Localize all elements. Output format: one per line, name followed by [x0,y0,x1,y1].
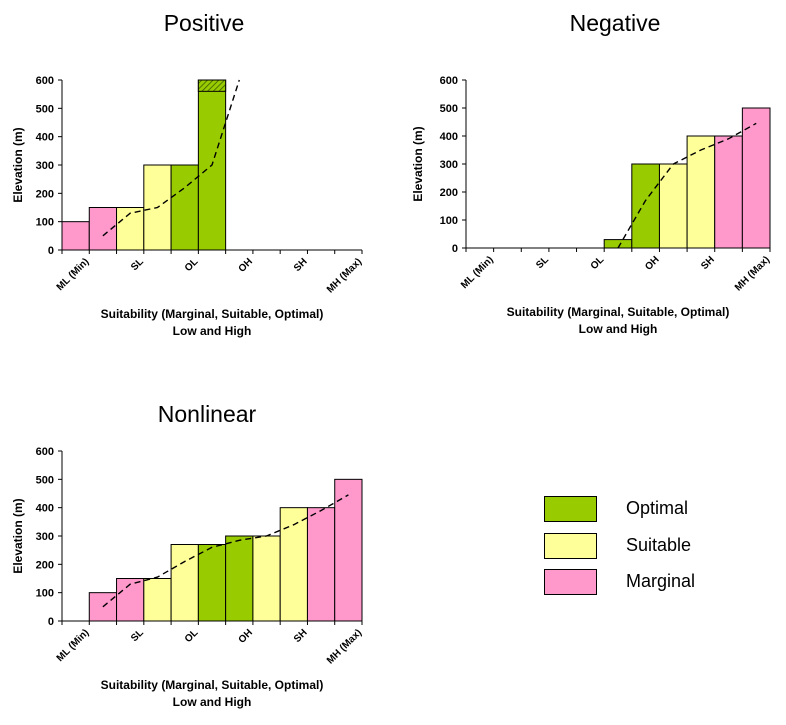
x-tick-label: MH (Max) [325,627,364,666]
y-axis-label: Elevation (m) [11,127,25,202]
y-tick-label: 600 [36,446,54,458]
bar-hatched-cap [197,79,227,92]
x-tick-label: MH (Max) [733,254,772,293]
x-axis-label-line2: Low and High [173,324,252,338]
trend-line [102,79,240,237]
x-tick-label: SL [534,254,551,271]
y-tick-label: 400 [36,503,54,515]
bar-marginal [334,478,363,622]
x-tick-label: OH [643,254,661,272]
y-tick-label: 400 [36,132,54,144]
legend-swatch-optimal [544,496,597,522]
bar-suitable [252,535,281,622]
bar-marginal [116,578,145,622]
bar-suitable [116,207,145,251]
y-tick-label: 0 [48,616,54,628]
bar-suitable [143,578,172,622]
chart-negative: 0 100 200 300 400 500 600 Elevation (m) ML (Min)… [411,75,772,336]
y-tick-label: 600 [440,75,458,87]
bar-suitable [658,163,688,249]
x-tick-label: SH [699,254,717,272]
y-tick-label: 0 [48,245,54,257]
bar-optimal [225,535,254,622]
y-tick-label: 500 [36,474,54,486]
x-tick-label: OL [183,627,201,645]
chart-title-positive: Positive [163,10,245,36]
y-tick-label: 200 [440,187,458,199]
y-tick-label: 400 [440,131,458,143]
bar-optimal [170,164,199,251]
x-tick-label: SH [292,256,310,274]
x-tick-label: SL [129,627,146,644]
x-tick-label: OL [183,256,201,274]
chart-title-nonlinear: Nonlinear [157,401,257,427]
x-tick-label: MH (Max) [325,256,364,295]
y-tick-label: 100 [36,588,54,600]
x-axis-label: Suitability (Marginal, Suitable, Optimal… [507,305,730,319]
x-tick-label: OH [237,627,255,645]
bar-marginal [741,107,771,249]
chart-positive: 0 100 200 300 400 500 600 Elevation (m) ML (Min)… [11,75,364,338]
y-axis-label: Elevation (m) [411,126,425,201]
legend-item-optimal: Optimal [544,496,764,524]
bar-marginal [714,135,743,249]
y-axis-label: Elevation (m) [11,498,25,573]
y-tick-label: 600 [36,75,54,87]
x-axis-label-line2: Low and High [173,695,252,709]
x-axis-label: Suitability (Marginal, Suitable, Optimal… [101,678,324,692]
y-tick-label: 300 [36,531,54,543]
x-tick-label: OH [237,256,255,274]
y-tick-label: 0 [452,243,458,255]
legend-label-optimal: Optimal [626,498,689,518]
y-tick-label: 500 [36,103,54,115]
x-tick-label: OL [589,254,607,272]
legend-item-marginal: Marginal [544,569,764,597]
legend-swatch-suitable [544,533,597,559]
y-tick-label: 100 [440,215,458,227]
bar-suitable [686,135,716,249]
x-tick-label: ML (Min) [55,627,92,664]
y-tick-label: 100 [36,217,54,229]
bar-suitable [170,544,199,622]
x-tick-label: ML (Min) [55,256,92,293]
y-tick-label: 500 [440,103,458,115]
x-tick-label: SL [129,256,146,273]
legend-label-suitable: Suitable [626,535,692,555]
y-tick-label: 200 [36,559,54,571]
x-axis-label-line2: Low and High [579,322,658,336]
chart-nonlinear: 0 100 200 300 400 500 600 Elevation (m) ML (Min)… [11,446,364,709]
legend-swatch-marginal [544,569,597,595]
chart-title-negative: Negative [569,10,661,36]
x-tick-label: ML (Min) [459,254,496,291]
legend-item-suitable: Suitable [544,533,764,561]
y-tick-label: 200 [36,188,54,200]
bar-optimal [631,163,660,249]
x-axis-label: Suitability (Marginal, Suitable, Optimal… [101,307,324,321]
bar-optimal [197,544,227,622]
bar-marginal [88,592,118,622]
y-tick-label: 300 [36,160,54,172]
legend-label-marginal: Marginal [626,571,696,591]
y-tick-label: 300 [440,159,458,171]
x-tick-label: SH [292,627,310,645]
trend-line [617,122,757,249]
bar-marginal [61,221,90,251]
bar-marginal [306,507,336,622]
